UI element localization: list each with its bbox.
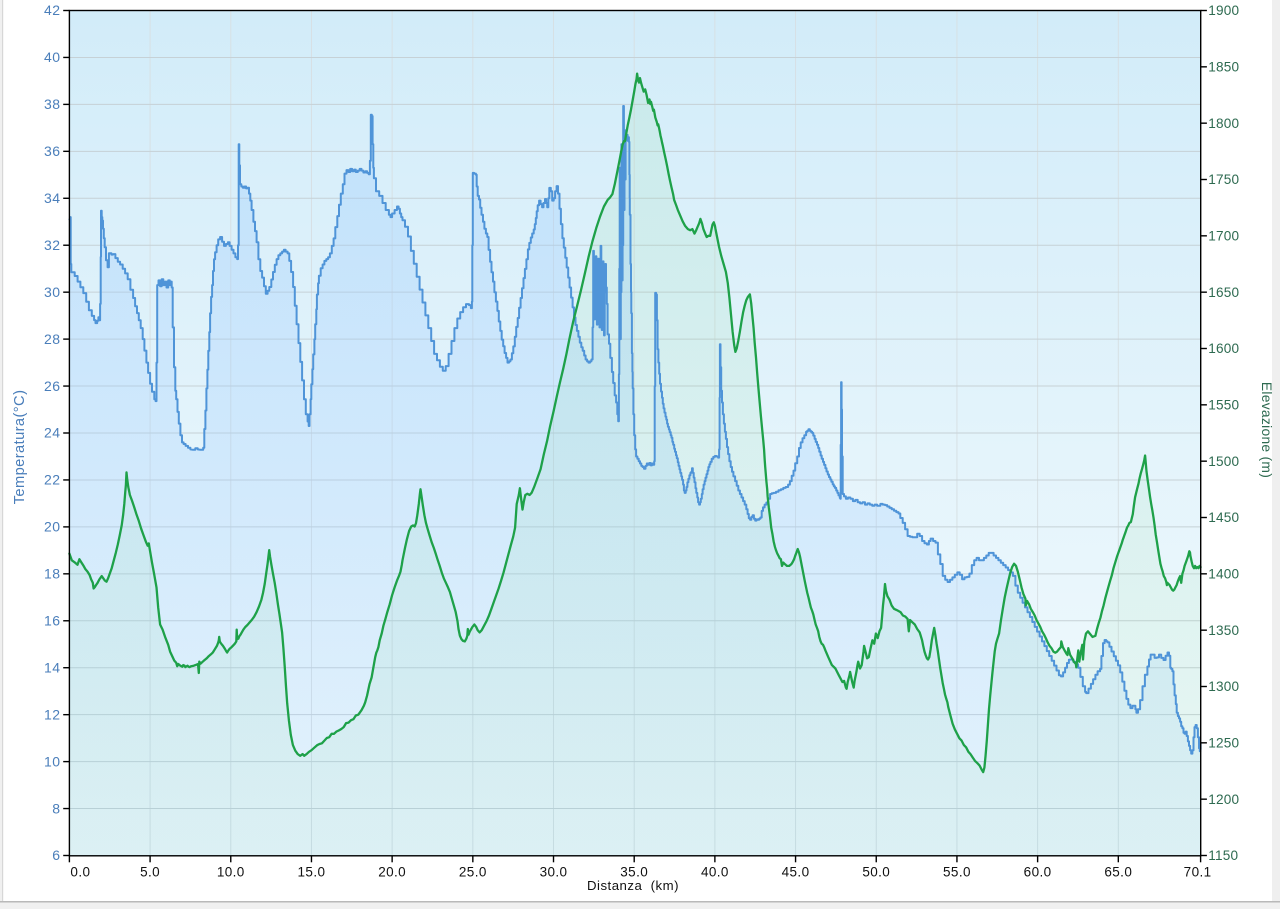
svg-text:35.0: 35.0 — [620, 864, 648, 879]
svg-text:1450: 1450 — [1208, 510, 1239, 525]
svg-text:1700: 1700 — [1208, 229, 1239, 244]
svg-text:Elevazione (m): Elevazione (m) — [1259, 382, 1274, 478]
svg-text:1500: 1500 — [1208, 454, 1239, 469]
svg-text:Temperatura(°C): Temperatura(°C) — [12, 390, 28, 505]
svg-text:34: 34 — [44, 190, 60, 206]
svg-text:65.0: 65.0 — [1104, 864, 1132, 879]
svg-text:1300: 1300 — [1208, 679, 1239, 694]
svg-text:40.0: 40.0 — [701, 864, 729, 879]
svg-text:50.0: 50.0 — [862, 864, 890, 879]
svg-text:12: 12 — [44, 706, 60, 722]
svg-text:20.0: 20.0 — [378, 864, 406, 879]
svg-text:1400: 1400 — [1208, 567, 1239, 582]
svg-text:6: 6 — [52, 847, 60, 863]
svg-text:36: 36 — [44, 143, 60, 159]
svg-text:26: 26 — [44, 378, 60, 394]
svg-text:1750: 1750 — [1208, 172, 1239, 187]
svg-text:15.0: 15.0 — [298, 864, 326, 879]
svg-text:18: 18 — [44, 566, 60, 582]
svg-text:45.0: 45.0 — [782, 864, 810, 879]
svg-text:1150: 1150 — [1208, 848, 1238, 863]
svg-text:38: 38 — [44, 96, 60, 112]
svg-text:5.0: 5.0 — [140, 864, 160, 879]
svg-text:16: 16 — [44, 612, 60, 628]
svg-text:25.0: 25.0 — [459, 864, 487, 879]
svg-text:20: 20 — [44, 519, 60, 535]
svg-text:14: 14 — [44, 659, 60, 675]
svg-text:22: 22 — [44, 472, 60, 488]
svg-text:28: 28 — [44, 331, 60, 347]
svg-text:24: 24 — [44, 425, 60, 441]
svg-text:0.0: 0.0 — [70, 864, 90, 879]
svg-text:30.0: 30.0 — [540, 864, 568, 879]
svg-text:42: 42 — [44, 2, 60, 18]
svg-text:1800: 1800 — [1208, 116, 1239, 131]
svg-text:10: 10 — [44, 753, 60, 769]
svg-text:1550: 1550 — [1208, 398, 1239, 413]
svg-text:1600: 1600 — [1208, 341, 1239, 356]
svg-text:1900: 1900 — [1208, 3, 1239, 18]
svg-text:Distanza (km): Distanza (km) — [587, 878, 679, 893]
svg-text:32: 32 — [44, 237, 60, 253]
svg-text:1250: 1250 — [1208, 736, 1239, 751]
svg-text:60.0: 60.0 — [1024, 864, 1052, 879]
svg-text:30: 30 — [44, 284, 60, 300]
svg-text:55.0: 55.0 — [943, 864, 971, 879]
svg-text:10.0: 10.0 — [217, 864, 245, 879]
svg-text:1850: 1850 — [1208, 60, 1239, 75]
svg-text:1650: 1650 — [1208, 285, 1239, 300]
svg-text:8: 8 — [52, 800, 60, 816]
svg-text:1200: 1200 — [1208, 792, 1239, 807]
svg-text:40: 40 — [44, 49, 60, 65]
svg-text:70.1: 70.1 — [1184, 864, 1212, 879]
svg-text:1350: 1350 — [1208, 623, 1239, 638]
